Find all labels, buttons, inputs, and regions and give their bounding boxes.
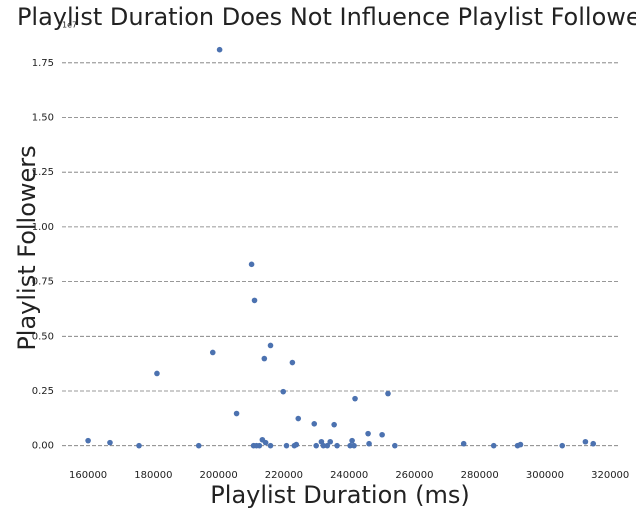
point: [293, 441, 300, 448]
point: [248, 261, 255, 268]
point: [385, 390, 391, 397]
x-axis-label: Playlist Duration (ms): [210, 481, 469, 509]
point: [311, 421, 318, 427]
y-tick-label: 0.00: [32, 441, 54, 452]
y-tick-label: 1.25: [32, 167, 54, 178]
point: [267, 342, 274, 349]
point: [209, 349, 216, 356]
point: [517, 441, 524, 448]
point: [313, 442, 320, 449]
point: [460, 440, 467, 447]
point: [590, 440, 597, 447]
point: [107, 439, 113, 446]
point: [233, 410, 240, 417]
point: [352, 395, 358, 402]
point: [324, 442, 331, 449]
point: [365, 430, 371, 437]
point: [256, 442, 263, 449]
point: [334, 442, 340, 449]
point: [347, 442, 353, 449]
point: [295, 415, 302, 422]
x-tick-label: 220000: [265, 470, 303, 481]
point: [283, 442, 290, 449]
point: [351, 442, 357, 449]
chart-title: Playlist Duration Does Not Influence Pla…: [17, 3, 636, 31]
point: [490, 442, 497, 449]
point: [251, 297, 258, 304]
point: [136, 442, 142, 449]
y-tick-label: 1.00: [32, 222, 54, 233]
point: [327, 438, 334, 445]
point: [366, 440, 372, 447]
point: [195, 442, 202, 449]
x-tick-label: 240000: [330, 470, 368, 481]
point: [289, 359, 296, 366]
point: [320, 442, 327, 449]
point: [267, 442, 274, 449]
y-tick-label: 0.50: [32, 331, 54, 342]
point: [349, 437, 355, 444]
x-tick-label: 180000: [134, 470, 172, 481]
point: [392, 442, 398, 449]
point: [582, 438, 589, 445]
x-tick-label: 280000: [461, 470, 499, 481]
y-axis-label: Playlist Followers: [13, 145, 41, 350]
x-tick-label: 160000: [69, 470, 107, 481]
x-tick-label: 260000: [395, 470, 433, 481]
point: [331, 421, 337, 428]
x-tick-label: 320000: [591, 470, 629, 481]
point: [262, 439, 269, 446]
y-tick-label: 1.75: [32, 58, 54, 69]
x-tick-label: 300000: [526, 470, 564, 481]
point: [261, 355, 268, 362]
y-offset-label: 1e7: [62, 21, 77, 30]
y-tick-label: 0.25: [32, 386, 54, 397]
y-tick-label: 0.75: [32, 277, 54, 288]
point: [280, 388, 287, 395]
point: [379, 431, 385, 438]
point: [154, 370, 160, 377]
point: [85, 437, 91, 444]
x-tick-label: 200000: [200, 470, 238, 481]
point: [216, 46, 223, 53]
y-tick-label: 1.50: [32, 113, 54, 124]
point: [559, 442, 566, 449]
